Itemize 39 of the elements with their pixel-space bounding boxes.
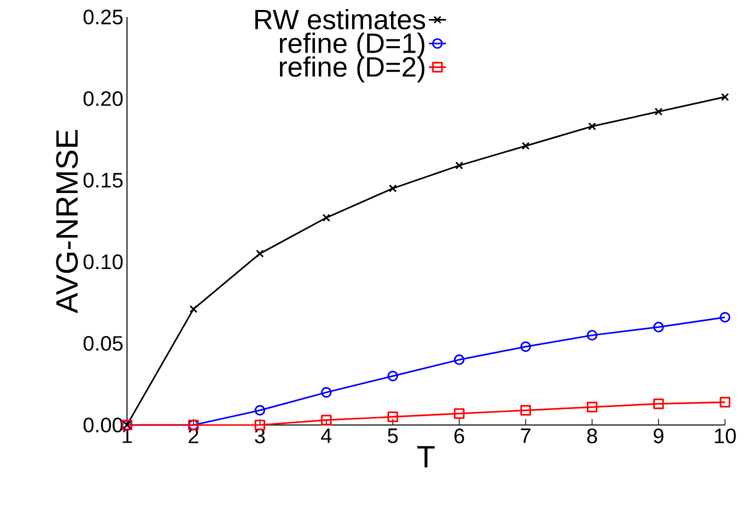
point: [454, 354, 465, 366]
x-axis-title: T: [417, 446, 435, 468]
y-axis-title: AVG-NRMSE: [56, 130, 78, 314]
point: [455, 162, 464, 170]
point: [654, 108, 663, 116]
point: [388, 184, 397, 192]
y-tick-label: 0.25: [84, 10, 123, 24]
x-tick-label: 9: [654, 428, 664, 444]
point: [454, 408, 465, 419]
point: [387, 370, 398, 382]
x-tick-label: 8: [587, 428, 598, 444]
point: [321, 387, 332, 398]
point: [653, 398, 664, 410]
point: [721, 92, 729, 101]
point: [256, 250, 264, 258]
point: [322, 214, 330, 222]
y-tick-label: 0.20: [84, 91, 123, 106]
y-tick-label: 0.10: [84, 254, 123, 270]
point: [586, 330, 598, 341]
point: [720, 312, 730, 323]
point: [586, 402, 598, 412]
x-tick-label: 4: [321, 428, 332, 443]
point: [520, 405, 531, 416]
y-tick-label: 0.15: [84, 172, 123, 188]
point: [387, 412, 398, 422]
x-tick-label: 6: [454, 428, 464, 444]
x-tick-label: 10: [714, 428, 736, 444]
point: [653, 322, 664, 332]
x-tick-label: 7: [520, 428, 530, 443]
legend-label: RW estimates: [255, 8, 426, 30]
x-tick-label: 5: [388, 428, 398, 444]
point: [720, 396, 730, 408]
point: [254, 405, 266, 416]
point: [189, 305, 198, 314]
point: [588, 122, 596, 130]
point: [522, 142, 530, 150]
y-tick-label: 0.05: [84, 336, 123, 351]
point: [321, 414, 332, 426]
point: [520, 341, 531, 352]
